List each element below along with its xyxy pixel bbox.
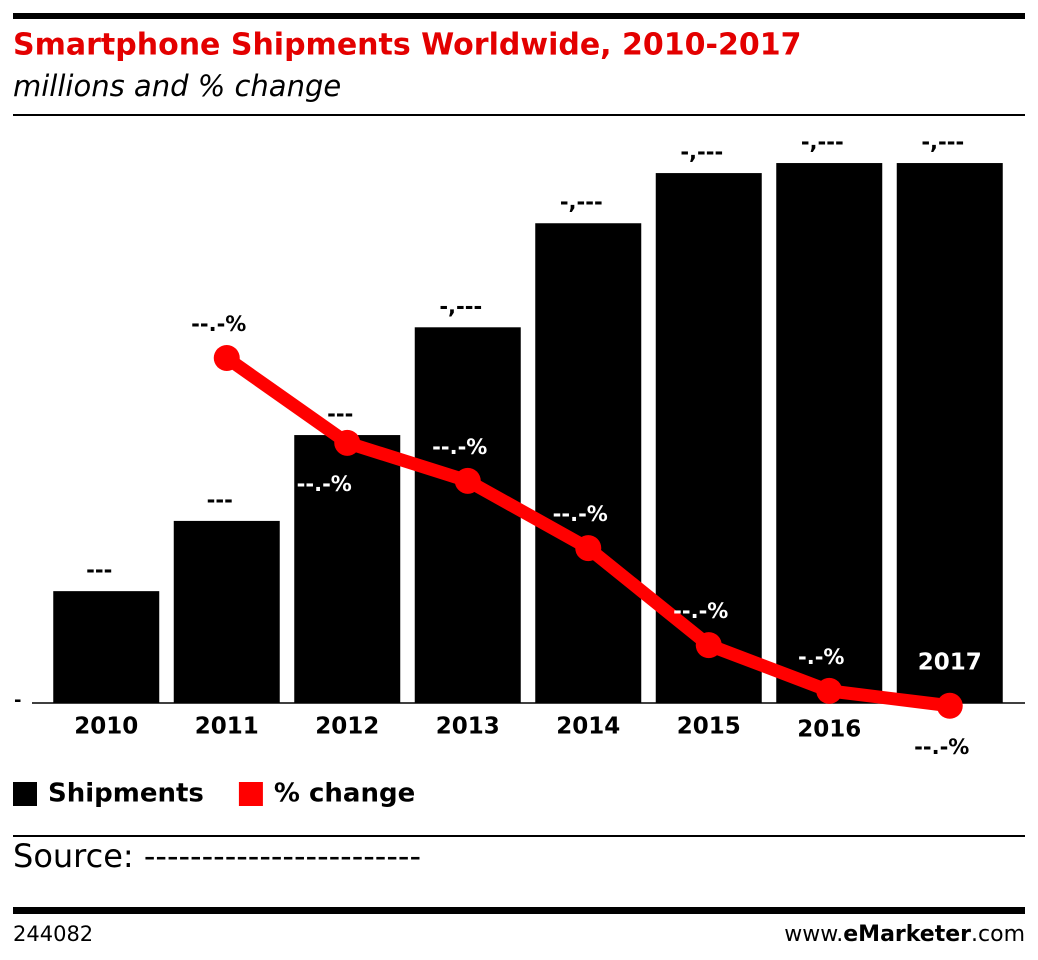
line-label: --.-%: [432, 435, 487, 459]
line-label: --.-%: [914, 735, 969, 759]
line-point: [695, 632, 722, 659]
bar: [535, 223, 642, 703]
bar-label: ---: [207, 488, 233, 512]
legend-label: Shipments: [48, 779, 204, 809]
line-point: [213, 344, 240, 371]
brand: www.eMarketer.com: [784, 922, 1025, 947]
line-point: [575, 535, 602, 562]
x-tick-label: 2017: [918, 650, 982, 676]
bar-label: -,---: [439, 294, 482, 318]
chart-title: Smartphone Shipments Worldwide, 2010-201…: [13, 28, 801, 63]
line-label: --.-%: [673, 599, 728, 623]
bar: [294, 435, 401, 703]
bar: [896, 163, 1003, 703]
line-label: -.-%: [798, 645, 844, 669]
source: Source: ------------------------: [13, 837, 421, 875]
bar: [53, 591, 160, 703]
chart-subtitle: millions and % change: [13, 69, 341, 103]
y-tick-label: -: [14, 690, 21, 711]
x-tick-label: 2016: [797, 717, 861, 743]
brand-part: www.: [784, 922, 843, 947]
legend-label: % change: [274, 779, 415, 809]
x-tick-label: 2010: [74, 714, 138, 740]
line-point: [454, 467, 481, 494]
line-point: [816, 677, 843, 704]
bar-label: ---: [86, 558, 112, 582]
x-tick-label: 2015: [677, 714, 741, 740]
line-label: --.-%: [297, 472, 352, 496]
bar-label: -,---: [560, 190, 603, 214]
top-rule: [13, 13, 1025, 19]
rule: [13, 835, 1025, 837]
bar-label: -,---: [680, 140, 723, 164]
bar: [173, 520, 280, 703]
chart-id: 244082: [13, 922, 93, 946]
line-label: --.-%: [191, 312, 246, 336]
line-label: --.-%: [553, 502, 608, 526]
line-point: [936, 692, 963, 719]
bottom-rule: [13, 907, 1025, 914]
x-tick-label: 2013: [436, 714, 500, 740]
bar: [414, 327, 521, 703]
brand-part: .com: [971, 922, 1025, 947]
x-tick-label: 2012: [315, 714, 379, 740]
brand-part: eMarketer: [843, 922, 971, 947]
x-tick-label: 2011: [195, 714, 259, 740]
bar: [776, 163, 883, 703]
legend-swatch: [13, 782, 37, 806]
bar-label: -,---: [921, 130, 964, 154]
line-point: [334, 429, 361, 456]
legend-swatch: [238, 782, 263, 806]
bar-label: -,---: [801, 130, 844, 154]
rule: [13, 114, 1025, 116]
x-tick-label: 2014: [556, 714, 620, 740]
bar-label: ---: [327, 402, 353, 426]
